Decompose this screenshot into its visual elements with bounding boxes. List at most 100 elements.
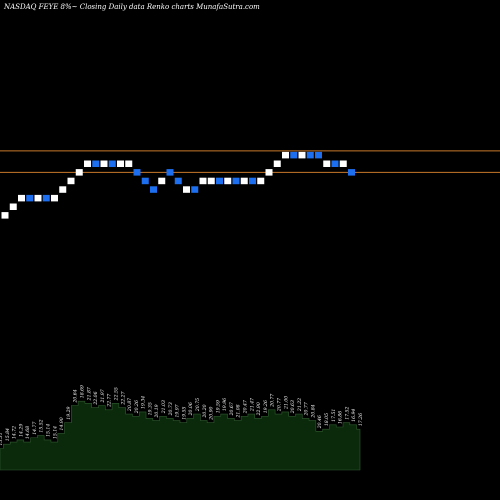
volume-label: 19.35: [147, 402, 153, 415]
renko-brick-up: [158, 177, 166, 185]
volume-label: 20.47: [243, 400, 249, 414]
renko-brick-up: [84, 160, 91, 167]
renko-brick-up: [298, 151, 306, 159]
renko-brick-up: [257, 177, 265, 185]
volume-label: 19.59: [215, 400, 221, 413]
volume-label: 20.77: [304, 402, 310, 416]
renko-brick-up: [9, 203, 17, 210]
volume-label: 21.97: [100, 389, 106, 403]
volume-label: 20.77: [276, 398, 282, 412]
renko-brick-up: [18, 194, 25, 202]
volume-area-fill: [0, 400, 361, 471]
volume-label: 19.29: [66, 406, 72, 419]
renko-brick-down: [191, 186, 199, 193]
volume-label: 20.63: [290, 400, 296, 414]
renko-brick-down: [42, 194, 50, 202]
volume-label: 15.84: [5, 428, 11, 441]
volume-label: 21.03: [161, 400, 167, 414]
volume-label: 20.26: [134, 400, 140, 414]
volume-label: 14.77: [32, 422, 38, 435]
renko-brick-down: [166, 169, 174, 176]
volume-label: 19.26: [263, 400, 269, 413]
volume-label: 17.51: [331, 409, 337, 422]
volume-label: 20.46: [317, 415, 323, 429]
volume-label: 15.52: [39, 419, 45, 432]
renko-brick-up: [183, 186, 190, 193]
renko-brick-up: [34, 194, 42, 202]
volume-label: 21.00: [283, 396, 289, 410]
renko-brick-up: [240, 177, 248, 185]
volume-label: 22.55: [113, 387, 119, 401]
renko-brick-down: [232, 177, 240, 185]
renko-brick-up: [323, 160, 331, 167]
volume-label: 15.14: [46, 424, 52, 437]
renko-brick-up: [282, 151, 289, 159]
volume-label: 21.47: [249, 398, 255, 412]
volume-label: 15.14: [52, 426, 58, 439]
renko-brick-up: [51, 194, 58, 202]
renko-brick-down: [141, 177, 149, 185]
volume-label: 14.29: [18, 424, 24, 437]
volume-label: 20.19: [154, 404, 160, 418]
volume-label: 19.55: [181, 406, 187, 419]
volume-label: 22.90: [256, 402, 262, 416]
renko-brick-down: [133, 169, 141, 176]
renko-brick-down: [216, 177, 223, 185]
volume-label: 14.72: [12, 426, 18, 439]
renko-brick-up: [125, 160, 133, 167]
volume-label: 21.87: [86, 387, 92, 401]
reference-lines: [0, 150, 500, 173]
renko-brick-up: [67, 177, 75, 185]
renko-brick-up: [224, 177, 232, 185]
chart-title: NASDAQ FEYE 8%~ Closing Daily data Renko…: [3, 3, 260, 11]
volume-label: 17.26: [358, 413, 364, 426]
volume-label: 19.96: [222, 398, 228, 411]
renko-brick-up: [199, 177, 207, 185]
renko-brick-down: [331, 160, 339, 167]
volume-label: 19.34: [141, 396, 147, 409]
volume-label: 20.73: [168, 402, 174, 416]
volume-label: 22.27: [120, 391, 126, 405]
volume-label: 14.90: [59, 417, 65, 430]
volume-label: 20.20: [202, 404, 208, 418]
volume-label: 16.94: [351, 409, 357, 422]
volume-label: 20.64: [73, 389, 79, 403]
volume-label: 20.90: [209, 406, 215, 420]
volume-label: 17.52: [344, 406, 350, 419]
volume-label: 20.77: [270, 394, 276, 408]
volume-labels: 15.31 15.84 14.72 14.29 14.68 14.77 15.52 15.14…: [0, 385, 364, 446]
volume-label: 21.22: [297, 398, 303, 412]
renko-brick-up: [265, 169, 273, 176]
renko-brick-up: [339, 160, 347, 167]
volume-label: 20.75: [195, 398, 201, 412]
renko-brick-down: [150, 186, 157, 193]
volume-label: 22.77: [107, 394, 113, 408]
volume-label: 16.86: [338, 411, 344, 424]
volume-label: 20.87: [127, 398, 133, 412]
volume-label: 20.67: [229, 402, 235, 416]
volume-label: 20.84: [310, 404, 316, 418]
renko-brick-up: [1, 212, 9, 219]
renko-brick-down: [26, 194, 34, 202]
renko-brick-up: [59, 186, 67, 193]
renko-brick-up: [100, 160, 108, 167]
volume-area: [0, 400, 361, 471]
renko-brick-up: [117, 160, 124, 167]
volume-label: 19.97: [175, 404, 181, 417]
volume-label: 20.06: [188, 402, 194, 416]
volume-label: 15.31: [0, 432, 4, 445]
renko-brick-up: [75, 169, 83, 176]
renko-brick-down: [315, 151, 322, 159]
renko-brick-down: [249, 177, 256, 185]
renko-brick-down: [108, 160, 116, 167]
renko-brick-down: [92, 160, 100, 167]
volume-label: 18.05: [324, 413, 330, 426]
volume-label: 22.06: [93, 391, 99, 405]
renko-brick-down: [290, 151, 298, 159]
renko-bricks: [1, 151, 355, 219]
renko-brick-down: [306, 151, 314, 159]
volume-label: 18.69: [80, 385, 86, 398]
renko-brick-down: [348, 169, 355, 176]
renko-brick-down: [174, 177, 182, 185]
